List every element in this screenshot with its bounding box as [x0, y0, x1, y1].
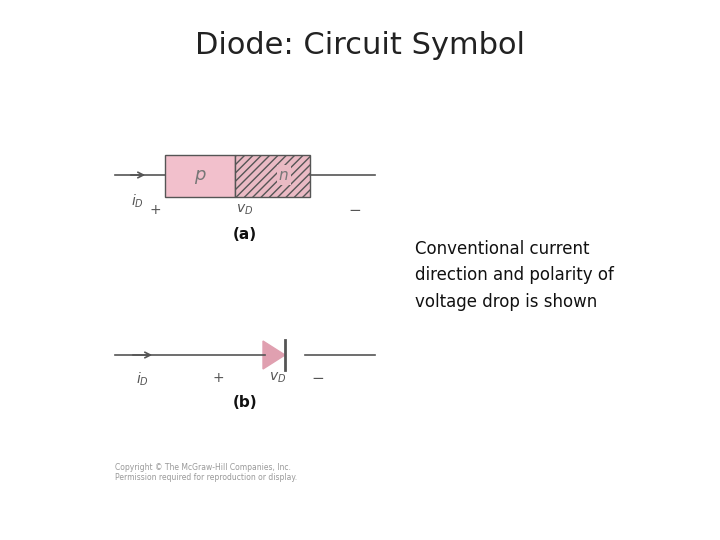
Polygon shape: [263, 341, 285, 369]
Text: Conventional current
direction and polarity of
voltage drop is shown: Conventional current direction and polar…: [415, 240, 614, 311]
Text: (a): (a): [233, 227, 257, 242]
Text: n: n: [279, 167, 289, 183]
Text: $v_D$: $v_D$: [236, 203, 253, 218]
Bar: [165, 155, 235, 197]
Bar: [235, 155, 310, 197]
Text: $i_D$: $i_D$: [135, 371, 148, 388]
Text: Copyright © The McGraw-Hill Companies, Inc.
Permission required for reproduction: Copyright © The McGraw-Hill Companies, I…: [115, 463, 297, 482]
Text: −: −: [312, 371, 325, 386]
Text: $i_D$: $i_D$: [130, 193, 143, 211]
Text: Diode: Circuit Symbol: Diode: Circuit Symbol: [195, 30, 525, 59]
Text: (b): (b): [233, 395, 257, 410]
Text: −: −: [348, 203, 361, 218]
Text: $v_D$: $v_D$: [269, 371, 287, 386]
Text: p: p: [194, 166, 206, 184]
Text: +: +: [212, 371, 224, 385]
Text: +: +: [149, 203, 161, 217]
